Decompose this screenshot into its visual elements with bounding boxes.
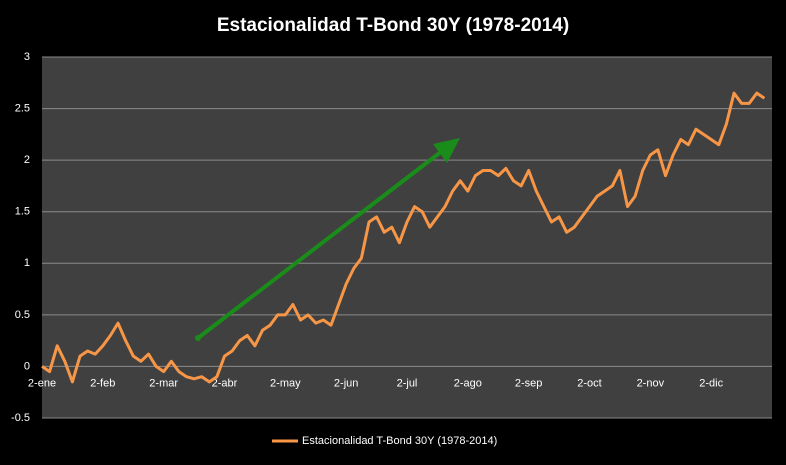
x-tick-label: 2-may: [270, 377, 301, 389]
chart-title: Estacionalidad T-Bond 30Y (1978-2014): [217, 15, 569, 36]
series-line: [41, 91, 766, 384]
y-tick-label: -0.5: [11, 412, 30, 424]
y-tick-label: 0: [24, 360, 30, 372]
x-tick-label: 2-ago: [454, 377, 482, 389]
arrow-tail: [195, 335, 201, 341]
y-tick-label: 3: [24, 51, 30, 63]
x-tick-label: 2-ene: [28, 377, 56, 389]
y-tick-label: 1: [24, 257, 30, 269]
plot-area: [42, 57, 772, 418]
y-tick-label: 2: [24, 154, 30, 166]
y-tick-label: 2.5: [15, 102, 30, 114]
x-tick-label: 2-oct: [577, 377, 601, 389]
legend: Estacionalidad T-Bond 30Y (1978-2014): [272, 435, 497, 447]
x-tick-label: 2-sep: [515, 377, 543, 389]
arrow-shaft: [196, 146, 448, 340]
x-tick-label: 2-jul: [397, 377, 418, 389]
x-tick-label: 2-jun: [334, 377, 358, 389]
y-tick-label: 0.5: [15, 309, 30, 321]
trend-arrow: [195, 138, 460, 341]
y-tick-label: 1.5: [15, 206, 30, 218]
x-tick-label: 2-dic: [699, 377, 723, 389]
plot-layer: -0.5 0 0.5 1 1.5 2 2.5 3 2-ene 2-feb 2-mar 2-abr 2-m…: [11, 51, 772, 447]
arrow-head: [433, 138, 460, 163]
x-tick-label: 2-mar: [149, 377, 178, 389]
x-tick-label: 2-abr: [212, 377, 238, 389]
x-tick-label: 2-nov: [637, 377, 665, 389]
x-tick-label: 2-feb: [90, 377, 115, 389]
legend-label: Estacionalidad T-Bond 30Y (1978-2014): [302, 435, 497, 447]
